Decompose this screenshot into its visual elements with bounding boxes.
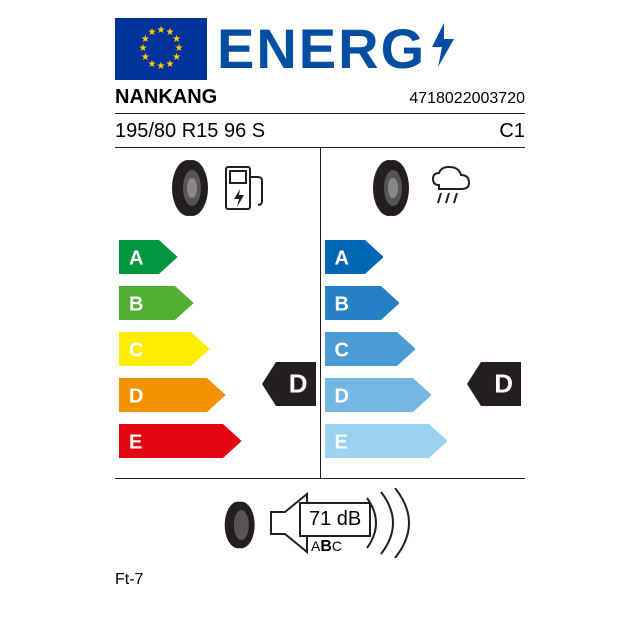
grade-arrow: E: [119, 424, 242, 462]
size-row: 195/80 R15 96 S C1: [115, 114, 525, 148]
tyre-icon: [223, 500, 263, 550]
noise-db-value: 71 dB: [299, 502, 371, 537]
grade-arrow: A: [119, 240, 242, 278]
lightning-icon: [426, 21, 460, 69]
grade-arrow: C: [325, 332, 448, 370]
tyre-icon: [371, 159, 419, 217]
wet-arrows: ABCDE: [325, 240, 448, 470]
model-name: Ft-7: [115, 571, 525, 589]
grade-arrow: B: [325, 286, 448, 324]
grade-arrow: A: [325, 240, 448, 278]
wet-rating-letter: D: [494, 369, 513, 400]
ean-code: 4718022003720: [409, 90, 525, 108]
eu-flag-icon: ★★★★★★★★★★★★: [115, 18, 207, 80]
noise-class-scale: ABC: [311, 538, 342, 556]
brand-row: NANKANG 4718022003720: [115, 80, 525, 114]
fuel-indicator: D: [262, 362, 316, 406]
grade-arrow: C: [119, 332, 242, 370]
fuel-rating-letter: D: [289, 369, 308, 400]
grade-arrow: E: [325, 424, 448, 462]
grade-arrow: D: [119, 378, 242, 416]
brand-name: NANKANG: [115, 86, 217, 109]
energy-header: ★★★★★★★★★★★★ ENERG: [115, 18, 525, 80]
energy-title: ENERG: [217, 21, 460, 77]
energy-text: ENERG: [217, 17, 426, 80]
wet-indicator: D: [467, 362, 521, 406]
fuel-panel: ABCDE D: [115, 148, 320, 478]
vehicle-class: C1: [499, 120, 525, 143]
fuel-pump-icon: [224, 163, 264, 213]
grade-arrow: B: [119, 286, 242, 324]
rating-panels: ABCDE D A: [115, 148, 525, 479]
rain-cloud-icon: [425, 163, 475, 213]
tyre-size: 195/80 R15 96 S: [115, 120, 265, 143]
wet-icon-group: [321, 148, 526, 228]
grade-arrow: D: [325, 378, 448, 416]
wet-panel: ABCDE D: [320, 148, 526, 478]
fuel-arrows: ABCDE: [119, 240, 242, 470]
tyre-icon: [170, 159, 218, 217]
noise-section: 71 dB ABC: [115, 485, 525, 565]
fuel-icon-group: [115, 148, 320, 228]
